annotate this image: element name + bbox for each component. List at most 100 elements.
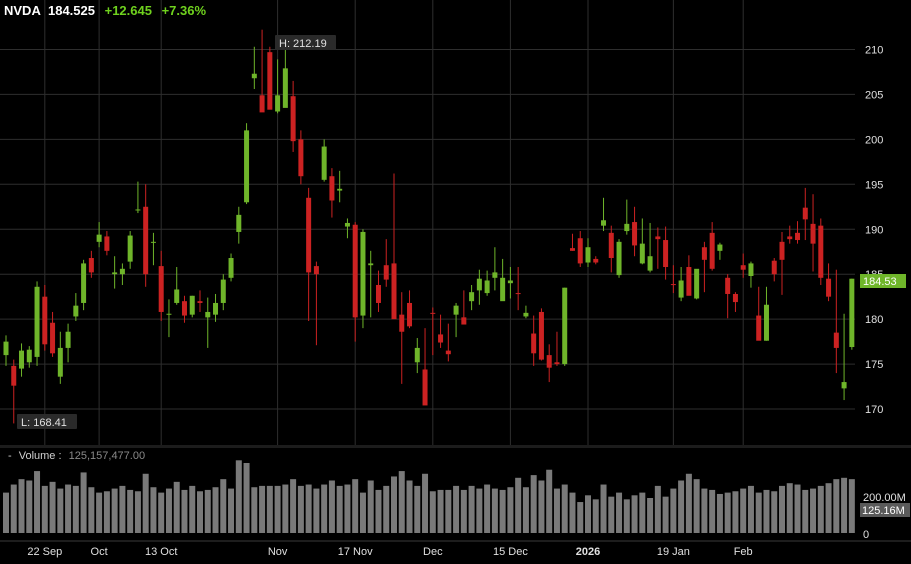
volume-bar — [111, 488, 118, 533]
volume-bar — [810, 488, 817, 533]
candle-up — [236, 214, 242, 232]
volume-bar — [235, 460, 242, 533]
candle-up — [647, 256, 653, 271]
price-tick-195: 195 — [865, 179, 883, 191]
volume-bar — [577, 502, 584, 533]
candle-down — [538, 311, 544, 360]
candle-down — [608, 232, 614, 259]
candle-up — [150, 241, 156, 243]
volume-bar — [445, 489, 452, 533]
candle-up — [3, 341, 9, 356]
volume-bar — [724, 492, 731, 533]
candle-up — [523, 312, 529, 317]
volume-bar — [709, 489, 716, 533]
candle-up — [174, 289, 180, 303]
last-price-badge-box — [860, 274, 906, 288]
volume-bar — [18, 479, 25, 533]
candle-down — [810, 223, 816, 244]
candle-down — [391, 263, 397, 320]
candle-down — [670, 284, 676, 286]
candle-down — [11, 365, 17, 386]
price-grid — [0, 48, 855, 410]
volume-bar — [212, 487, 219, 533]
volume-bar — [453, 485, 460, 533]
low-label: L: 168.41 — [21, 417, 67, 429]
candle-up — [368, 263, 374, 266]
candle-down — [826, 278, 832, 297]
time-tick-2026: 2026 — [576, 546, 600, 558]
candle-up — [337, 188, 343, 191]
volume-bar — [848, 479, 855, 533]
volume-bar — [398, 471, 405, 533]
candle-up — [476, 278, 482, 291]
candle-up — [65, 331, 71, 348]
volume-bar — [49, 481, 56, 533]
candle-up — [205, 311, 211, 318]
candle-up — [73, 305, 79, 317]
volume-bar — [530, 475, 537, 533]
candle-down — [725, 277, 731, 294]
candle-down — [461, 317, 467, 325]
collapse-volume-button[interactable]: - — [8, 450, 12, 462]
candle-up — [26, 349, 32, 363]
volume-bar — [484, 484, 491, 533]
volume-bar — [414, 485, 421, 533]
volume-bar — [181, 489, 188, 533]
candle-down — [143, 206, 149, 275]
candle-down — [259, 95, 265, 113]
time-tick-feb: Feb — [734, 546, 753, 558]
candle-up — [639, 243, 645, 264]
volume-bar — [561, 484, 568, 533]
volume-bar — [406, 480, 413, 533]
volume-bar — [150, 487, 157, 533]
candle-up — [34, 286, 40, 357]
candle-down — [701, 247, 707, 260]
volume-bar — [654, 485, 661, 533]
time-tick-15-dec: 15 Dec — [493, 546, 528, 558]
volume-bar — [41, 485, 48, 533]
volume-bar — [3, 492, 9, 533]
volume-bar — [189, 485, 196, 533]
candle-down — [375, 284, 381, 303]
candle-down — [531, 333, 537, 354]
candle-up — [507, 280, 513, 284]
volume-bar — [585, 495, 591, 533]
volume-bar — [72, 485, 79, 533]
candle-up — [585, 247, 591, 263]
panel-divider — [0, 445, 911, 448]
candle-down — [352, 224, 358, 318]
volume-bar — [321, 484, 328, 533]
candle-down — [569, 248, 575, 251]
volume-title: Volume — [18, 450, 56, 462]
volume-bar — [647, 498, 654, 533]
volume-bar — [631, 495, 638, 533]
candle-down — [181, 301, 187, 316]
volume-bar — [515, 477, 522, 533]
volume-current-value: 125,157,477.00 — [68, 450, 146, 462]
volume-bar — [553, 488, 560, 533]
candle-up — [624, 223, 630, 232]
volume-bar — [127, 489, 134, 533]
volume-bar — [391, 476, 397, 533]
volume-bar — [375, 489, 382, 533]
candle-up — [562, 287, 568, 365]
candle-up — [849, 278, 855, 348]
volume-bar — [359, 492, 366, 533]
volume-bar — [771, 491, 778, 533]
volume-bar — [732, 491, 739, 533]
price-tick-175: 175 — [865, 359, 883, 371]
volume-bars — [3, 460, 855, 533]
volume-bar — [522, 487, 529, 533]
candle-down — [833, 332, 839, 348]
candle-down — [818, 225, 824, 278]
time-tick-13-oct: 13 Oct — [145, 546, 177, 558]
candle-up — [282, 68, 288, 108]
candle-up — [500, 277, 506, 302]
time-tick-17-nov: 17 Nov — [338, 546, 373, 558]
price-axis: 170175180185190195200205210 — [865, 44, 883, 416]
candle-down — [399, 314, 405, 332]
time-tick-19-jan: 19 Jan — [657, 546, 690, 558]
candle-down — [632, 222, 638, 246]
candle-down — [554, 362, 560, 365]
